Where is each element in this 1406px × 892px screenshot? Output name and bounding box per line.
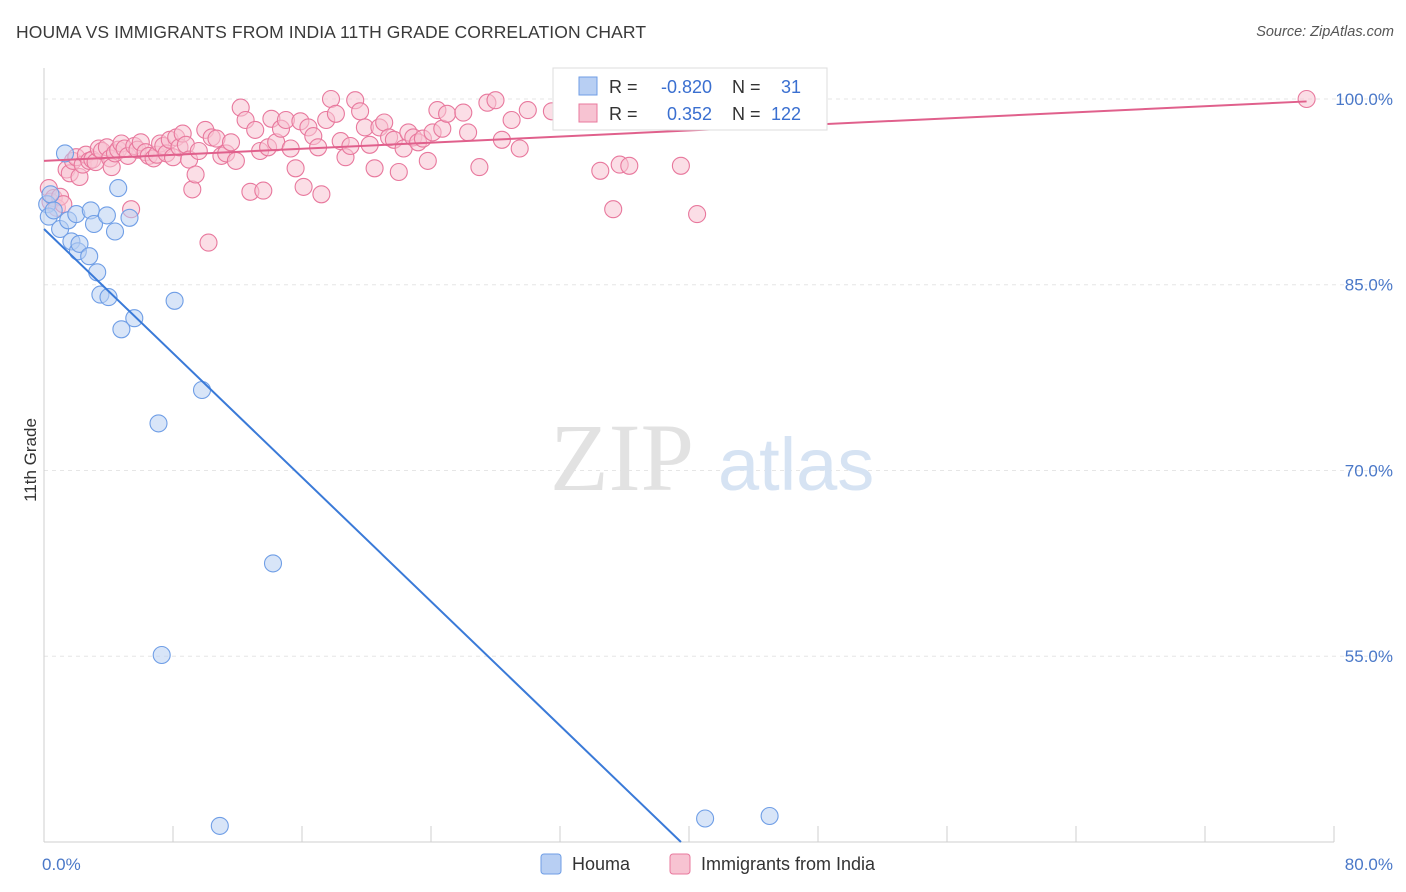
bottom-legend-label-houma: Houma <box>572 854 631 874</box>
houma-point-18 <box>105 222 125 241</box>
legend-swatch-houma <box>578 76 598 96</box>
india-point-54 <box>226 151 245 170</box>
houma-point-20 <box>112 320 131 339</box>
houma-point-2 <box>41 185 60 204</box>
india-point-99 <box>438 104 457 123</box>
india-point-46 <box>189 141 208 161</box>
x-tick-min: 0.0% <box>42 855 81 874</box>
legend-n-value-houma: 31 <box>781 77 801 97</box>
houma-point-21 <box>120 208 139 227</box>
houma-point-22 <box>125 309 144 328</box>
india-point-76 <box>326 104 345 123</box>
trend-lines <box>43 100 1307 843</box>
legend-r-value-india: 0.352 <box>667 104 712 124</box>
y-axis-label: 11th Grade <box>21 418 40 502</box>
india-point-45 <box>186 165 205 184</box>
india-point-84 <box>365 159 384 178</box>
houma-point-25 <box>165 291 184 310</box>
y-tick-label-0: 100.0% <box>1335 90 1393 109</box>
india-point-112 <box>604 200 623 219</box>
india-point-67 <box>286 159 305 178</box>
india-point-117 <box>671 156 690 175</box>
houma-point-27 <box>210 816 229 835</box>
india-point-53 <box>221 133 241 152</box>
y-tick-label-2: 70.0% <box>1345 461 1393 480</box>
houma-point-26 <box>192 380 212 400</box>
y-tick-label-1: 85.0% <box>1345 276 1393 295</box>
x-minor-ticks <box>172 826 1335 842</box>
legend-r-label-houma: R = <box>609 77 638 97</box>
bottom-legend-swatch-houma <box>540 853 562 875</box>
india-point-60 <box>254 181 273 200</box>
india-point-119 <box>1297 89 1316 109</box>
trend-line-india <box>43 100 1307 162</box>
gridlines <box>44 98 1396 657</box>
houma-point-5 <box>55 144 75 163</box>
watermark-atlas: atlas <box>718 423 874 506</box>
x-tick-max: 80.0% <box>1345 855 1393 874</box>
chart-source: Source: ZipAtlas.com <box>1256 24 1394 40</box>
legend-swatch-india <box>578 103 598 123</box>
watermark-zip: ZIP <box>550 404 694 511</box>
houma-point-24 <box>152 645 171 665</box>
houma-point-10 <box>70 234 89 253</box>
bottom-legend-swatch-india <box>669 853 691 875</box>
houma-point-19 <box>109 179 128 198</box>
houma-point-14 <box>88 263 107 282</box>
bottom-legend-label-india: Immigrants from India <box>701 854 876 874</box>
legend-n-label-india: N = <box>732 104 761 124</box>
legend-n-value-india: 122 <box>771 104 801 124</box>
watermark: ZIP atlas <box>550 404 874 511</box>
india-point-44 <box>183 180 202 199</box>
india-point-108 <box>518 101 537 120</box>
legend: R = -0.820 N = 31 R = 0.352 N = 122 <box>552 67 828 131</box>
legend-r-label-india: R = <box>609 104 638 124</box>
india-point-118 <box>688 205 707 224</box>
houma-point-28 <box>263 554 283 573</box>
houma-point-23 <box>149 414 168 433</box>
india-point-89 <box>389 162 408 182</box>
india-point-73 <box>312 185 331 204</box>
india-point-48 <box>199 233 218 252</box>
legend-box <box>552 67 828 131</box>
india-point-95 <box>418 151 437 170</box>
india-point-111 <box>591 161 610 180</box>
series-houma-points <box>38 144 779 835</box>
india-point-58 <box>246 120 265 139</box>
houma-point-30 <box>760 806 779 826</box>
houma-point-16 <box>97 206 116 225</box>
chart-title: HOUMA VS IMMIGRANTS FROM INDIA 11TH GRAD… <box>16 22 647 42</box>
india-point-107 <box>510 139 529 158</box>
legend-r-value-houma: -0.820 <box>661 77 712 97</box>
houma-point-3 <box>44 201 63 220</box>
india-point-100 <box>454 103 473 122</box>
houma-point-17 <box>99 288 118 307</box>
trend-line-houma <box>43 228 682 843</box>
houma-point-11 <box>80 247 99 266</box>
india-point-114 <box>620 156 639 175</box>
india-point-102 <box>470 158 489 177</box>
india-point-81 <box>351 102 370 121</box>
india-point-69 <box>294 177 313 196</box>
india-point-106 <box>502 110 521 130</box>
india-point-101 <box>459 123 478 142</box>
y-tick-label-3: 55.0% <box>1345 647 1393 666</box>
series-immigrants-india-points <box>39 89 1316 252</box>
houma-point-29 <box>696 809 715 828</box>
legend-n-label-houma: N = <box>732 77 761 97</box>
y-tick-labels: 100.0% 85.0% 70.0% 55.0% <box>1335 90 1393 666</box>
india-point-104 <box>486 91 505 110</box>
bottom-legend: Houma Immigrants from India <box>540 853 876 875</box>
houma-point-13 <box>84 214 104 234</box>
